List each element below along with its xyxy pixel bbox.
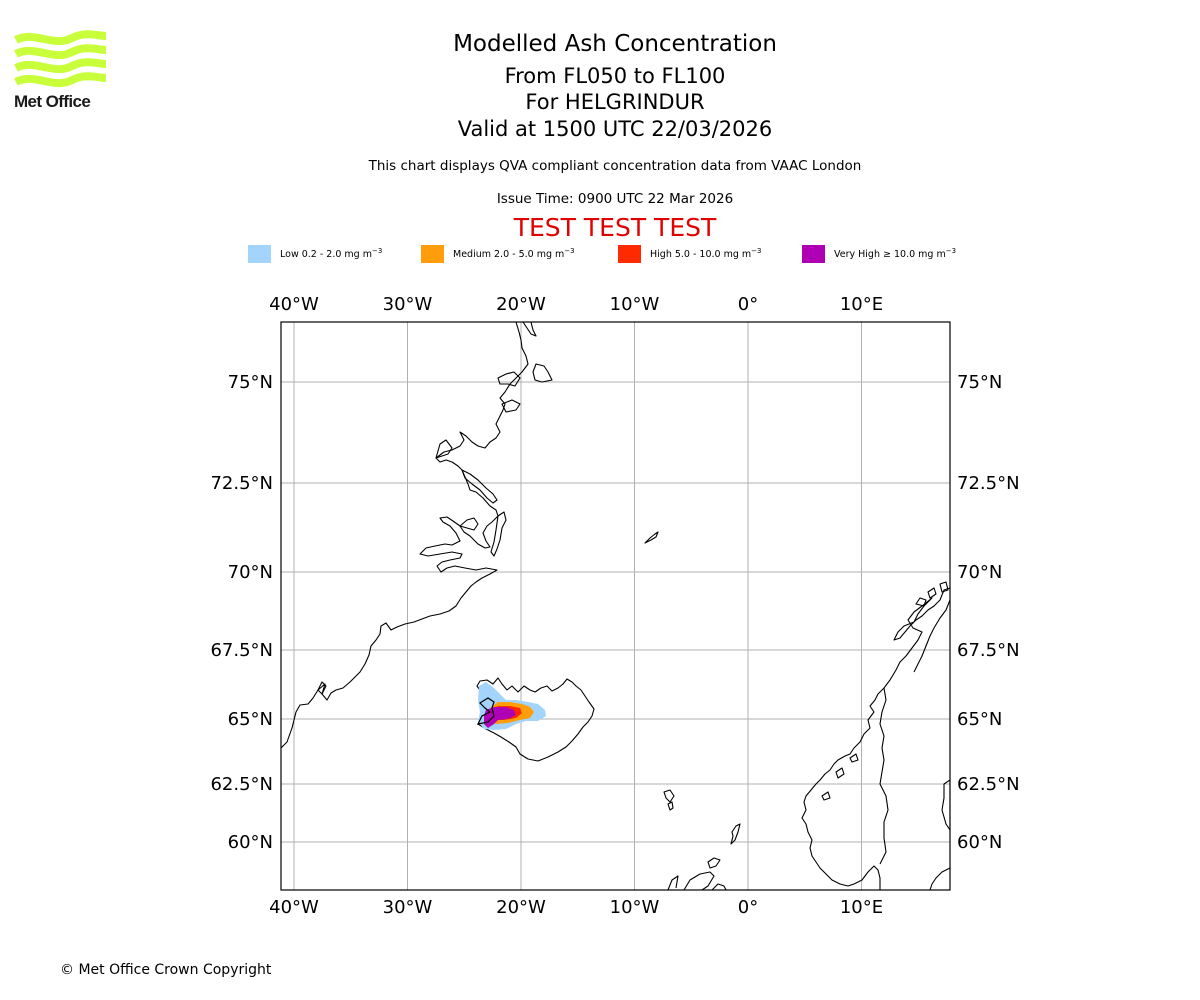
ash-plume [478, 682, 546, 730]
greenland-coastline [281, 322, 529, 749]
lat-tick-label-right: 62.5°N [957, 774, 1020, 795]
greenland-island-ne [532, 363, 553, 383]
faroe-islands [663, 789, 675, 803]
lat-tick-label-right: 67.5°N [957, 640, 1020, 661]
flight-level-range: From FL050 to FL100 [504, 64, 726, 88]
chart-title: Modelled Ash Concentration [453, 31, 777, 57]
greenland-inlet-a [501, 399, 521, 413]
lon-tick-label-bottom: 20°W [496, 897, 546, 918]
lon-tick-label-top: 0° [738, 294, 758, 315]
lat-tick-label-left: 70°N [228, 562, 273, 583]
norway-islands [821, 581, 950, 831]
lat-tick-label-left: 65°N [228, 709, 273, 730]
lat-tick-label-left: 72.5°N [210, 473, 273, 494]
legend-swatch-high [618, 245, 641, 263]
lat-tick-label-right: 60°N [957, 832, 1002, 853]
iceland-west-coast-detail [476, 697, 495, 725]
lon-tick-label-bottom: 10°W [610, 897, 660, 918]
lon-tick-label-bottom: 40°W [269, 897, 319, 918]
volcano-name: For HELGRINDUR [525, 90, 705, 114]
norway-coastline [801, 587, 950, 890]
lon-tick-label-top: 30°W [383, 294, 433, 315]
legend-label-medium: Medium 2.0 - 5.0 mg m−3 [453, 247, 575, 261]
greenland-coast-top [522, 322, 537, 337]
lat-tick-label-left: 62.5°N [210, 774, 273, 795]
iceland-coastline [476, 677, 595, 762]
met-office-logo [14, 30, 107, 88]
logo-wave [14, 58, 107, 74]
legend-label-high: High 5.0 - 10.0 mg m−3 [650, 247, 762, 261]
legend-swatch-medium [421, 245, 444, 263]
jan-mayen [644, 531, 659, 544]
legend-item-medium: Medium 2.0 - 5.0 mg m−3 [421, 244, 575, 264]
logo-wave [14, 30, 107, 46]
baltic-coast [913, 599, 950, 673]
compliance-note: This chart displays QVA compliant concen… [368, 158, 862, 174]
map-frame [280, 321, 951, 891]
lon-tick-label-bottom: 0° [738, 897, 758, 918]
greenland-fjord-1 [461, 469, 498, 504]
lon-tick-label-bottom: 30°W [383, 897, 433, 918]
faroe-islands-2 [667, 801, 674, 811]
greenland-fjord-3 [490, 511, 507, 557]
logo-wave [14, 72, 107, 88]
lat-tick-label-right: 70°N [957, 562, 1002, 583]
legend-label-very-high: Very High ≥ 10.0 mg m−3 [834, 247, 957, 261]
lat-tick-label-left: 60°N [228, 832, 273, 853]
shetland-islands [730, 823, 741, 845]
legend-item-high: High 5.0 - 10.0 mg m−3 [618, 244, 762, 264]
norway-coast-inner [879, 687, 889, 865]
test-banner: TEST TEST TEST [513, 213, 717, 242]
greenland-fjord-4 [435, 439, 453, 459]
valid-time: Valid at 1500 UTC 22/03/2026 [457, 117, 773, 141]
logo-wave [14, 44, 107, 60]
lat-tick-label-left: 67.5°N [210, 640, 273, 661]
map-background [281, 322, 950, 890]
lon-tick-label-top: 10°E [840, 294, 883, 315]
lon-tick-label-bottom: 10°E [840, 897, 883, 918]
legend-label-low: Low 0.2 - 2.0 mg m−3 [280, 247, 383, 261]
lon-tick-label-top: 10°W [610, 294, 660, 315]
copyright-notice: © Met Office Crown Copyright [60, 962, 272, 978]
greenland-island-north [497, 371, 521, 387]
sweden-coast [929, 867, 950, 890]
issue-time: Issue Time: 0900 UTC 22 Mar 2026 [496, 191, 734, 207]
legend-item-very-high: Very High ≥ 10.0 mg m−3 [802, 244, 956, 264]
lon-tick-label-top: 20°W [496, 294, 546, 315]
ash-plume-very-high [484, 707, 516, 728]
scotland-coast [667, 871, 727, 890]
logo-wordmark: Met Office [14, 92, 91, 111]
lat-tick-label-left: 75°N [228, 372, 273, 393]
lat-tick-label-right: 75°N [957, 372, 1002, 393]
legend-swatch-low [248, 245, 271, 263]
lon-tick-label-top: 40°W [269, 294, 319, 315]
legend-swatch-very-high [802, 245, 825, 263]
lat-tick-label-right: 72.5°N [957, 473, 1020, 494]
legend-item-low: Low 0.2 - 2.0 mg m−3 [248, 244, 382, 264]
orkney-islands [707, 857, 721, 869]
lat-tick-label-right: 65°N [957, 709, 1002, 730]
greenland-fjord-2 [459, 517, 479, 531]
greenland-inlet-b [317, 681, 327, 695]
